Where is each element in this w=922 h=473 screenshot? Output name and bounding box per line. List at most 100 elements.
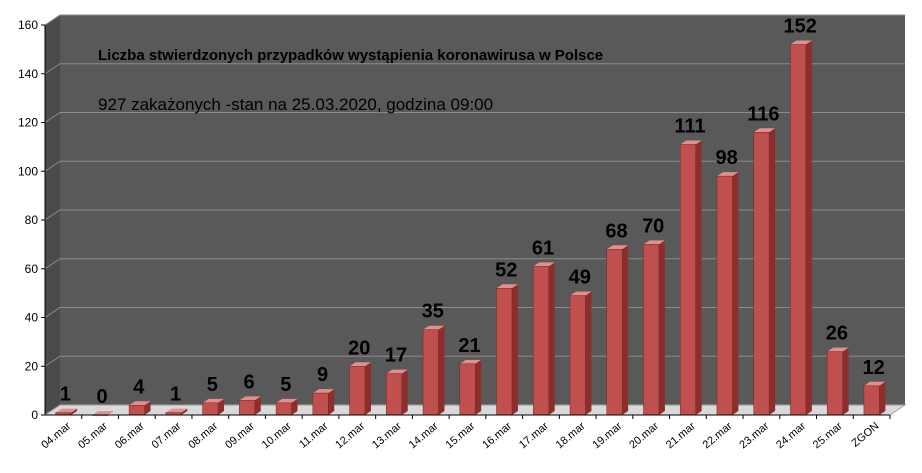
- bar: [422, 325, 445, 416]
- bar-side: [695, 140, 702, 415]
- bar-front: [826, 351, 843, 416]
- x-tick-label: ZGON: [849, 420, 881, 450]
- bars-group: [55, 40, 886, 416]
- bar-front: [312, 392, 329, 416]
- bar-side: [328, 389, 335, 415]
- data-label: 49: [569, 267, 591, 289]
- gridlines: [44, 14, 905, 367]
- bar-side: [291, 398, 298, 415]
- x-tick-label: 21.mar: [664, 420, 698, 451]
- bar-front: [496, 288, 513, 416]
- bar-top: [276, 398, 298, 403]
- data-label: 20: [348, 337, 370, 359]
- bar-top: [753, 128, 776, 133]
- bar-front: [422, 329, 439, 416]
- bar-top: [680, 140, 702, 145]
- bar-front: [679, 144, 696, 416]
- data-label: 111: [674, 115, 705, 137]
- bar-top: [827, 347, 849, 352]
- y-tick-label: 20: [25, 359, 39, 373]
- bar: [826, 347, 849, 416]
- data-label: 9: [317, 364, 328, 386]
- bar: [275, 398, 298, 416]
- bar-side: [548, 262, 555, 415]
- y-tick-label: 0: [31, 408, 38, 422]
- bar-top: [202, 398, 225, 403]
- bar-front: [386, 373, 402, 416]
- data-label: 152: [783, 16, 816, 38]
- data-label: 52: [495, 259, 517, 281]
- bar: [165, 408, 188, 416]
- data-label: 35: [422, 301, 444, 323]
- x-tick-label: 06.mar: [113, 420, 147, 451]
- bar-side: [475, 359, 482, 415]
- bar: [312, 389, 335, 416]
- bar: [239, 396, 261, 416]
- x-tick-label: 10.mar: [260, 420, 294, 451]
- bar-side: [218, 398, 225, 415]
- y-tick-label: 80: [25, 213, 39, 227]
- gridline: [44, 160, 905, 172]
- gridline: [44, 63, 905, 75]
- bar-side: [71, 408, 78, 415]
- bar-top: [239, 396, 261, 401]
- bar: [496, 284, 518, 416]
- data-labels-group: 1 0 4 1 5 6 5 9 20 17 35 21 52 61 49 68 70 111 98 116 152 26 1…: [60, 16, 885, 409]
- bar: [386, 369, 408, 416]
- chart-subtitle: 927 zakażonych -stan na 25.03.2020, godz…: [98, 95, 493, 114]
- gridline: [44, 14, 905, 26]
- data-label: 17: [385, 345, 407, 367]
- bar-side: [364, 362, 371, 415]
- bar-front: [643, 244, 660, 416]
- y-tick-label: 140: [18, 67, 38, 81]
- bar-front: [459, 363, 476, 416]
- x-tick-label: 15.mar: [443, 420, 477, 451]
- bar-top: [496, 284, 518, 289]
- x-tick-label: 05.mar: [76, 420, 110, 451]
- bar-top: [92, 411, 114, 415]
- bar: [643, 240, 665, 416]
- bar: [459, 359, 482, 416]
- data-label: 26: [826, 323, 848, 345]
- bar-side: [511, 284, 518, 415]
- bar-front: [753, 132, 770, 416]
- bar-top: [790, 40, 812, 45]
- bar-top: [423, 325, 445, 330]
- y-tick-label: 100: [18, 164, 38, 178]
- data-label: 5: [280, 374, 291, 396]
- y-tick-label: 160: [18, 18, 38, 32]
- x-tick-label: 09.mar: [223, 420, 257, 451]
- bar-front: [606, 249, 623, 416]
- x-tick-label: 17.mar: [517, 420, 551, 451]
- bar-top: [716, 172, 739, 177]
- bar: [679, 140, 702, 416]
- bar-side: [585, 291, 592, 415]
- x-tick-label: 18.mar: [554, 420, 588, 451]
- bar-top: [533, 262, 555, 267]
- bar-side: [732, 172, 739, 415]
- bar-top: [312, 389, 335, 394]
- x-tick-label: 08.mar: [186, 420, 220, 451]
- bar-side: [401, 369, 408, 415]
- data-label: 98: [716, 147, 738, 169]
- x-tick-label: 04.mar: [39, 420, 73, 451]
- bar-side: [438, 325, 445, 415]
- data-label: 1: [60, 384, 71, 406]
- data-label: 4: [133, 376, 145, 398]
- bar-top: [606, 245, 629, 250]
- x-tick-label: 20.mar: [627, 420, 661, 451]
- bar-top: [165, 408, 188, 413]
- bar-side: [769, 128, 776, 415]
- data-label: 1: [170, 384, 181, 406]
- x-tick-label: 07.mar: [150, 420, 184, 451]
- bar-top: [570, 291, 592, 296]
- bar: [202, 398, 225, 416]
- bar: [606, 245, 629, 416]
- data-label: 61: [532, 237, 554, 259]
- x-axis: 04.mar 05.mar 06.mar 07.mar 08.mar 09.mar 10.m…: [39, 414, 891, 451]
- bar-top: [459, 359, 482, 364]
- bar-front: [239, 400, 256, 416]
- y-tick-label: 120: [18, 116, 38, 130]
- x-tick-label: 24.mar: [774, 420, 808, 451]
